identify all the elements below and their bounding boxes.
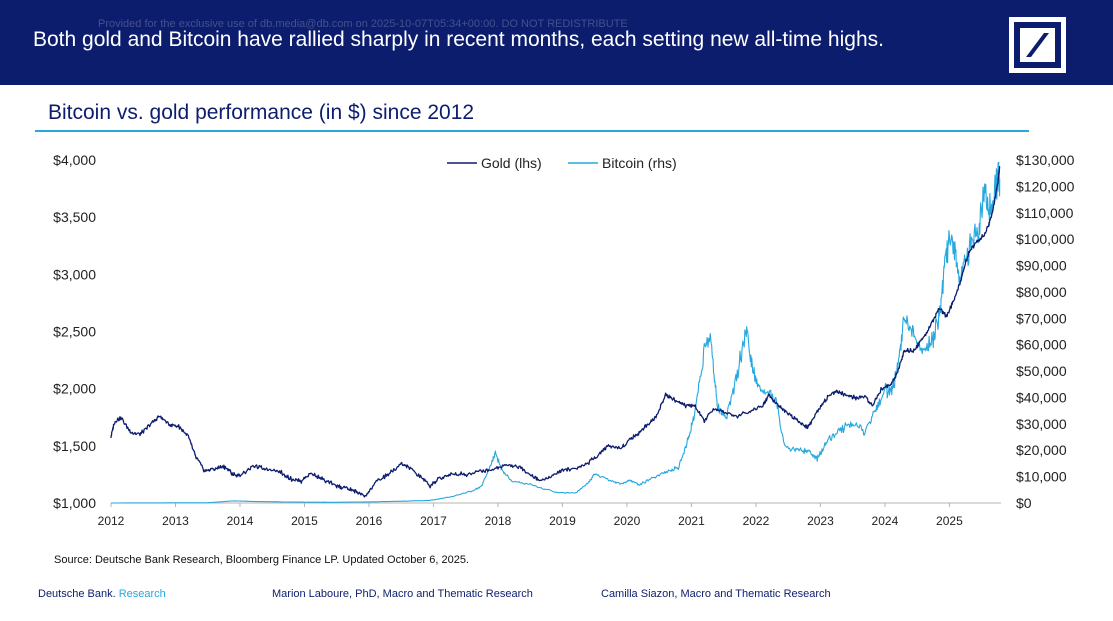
- right-tick-label: $90,000: [1016, 258, 1067, 274]
- x-tick-label: 2019: [549, 514, 576, 528]
- chart-title: Bitcoin vs. gold performance (in $) sinc…: [48, 101, 475, 124]
- right-tick-label: $130,000: [1016, 152, 1075, 168]
- x-tick-label: 2014: [227, 514, 254, 528]
- x-tick-label: 2020: [614, 514, 641, 528]
- legend-bitcoin-label: Bitcoin (rhs): [602, 155, 677, 171]
- x-tick-label: 2013: [162, 514, 189, 528]
- footer-brand: Deutsche Bank. Research: [38, 588, 166, 600]
- headline: Both gold and Bitcoin have rallied sharp…: [33, 28, 884, 51]
- right-tick-label: $60,000: [1016, 337, 1067, 353]
- footer-brand-name: Deutsche Bank.: [38, 588, 116, 600]
- header-banner: Provided for the exclusive use of db.med…: [0, 0, 1113, 85]
- left-tick-label: $4,000: [53, 152, 96, 168]
- x-tick-label: 2023: [807, 514, 834, 528]
- left-tick-label: $3,500: [53, 209, 96, 225]
- legend: Gold (lhs) Bitcoin (rhs): [447, 155, 677, 171]
- footer-brand-sub: Research: [118, 588, 166, 600]
- x-tick-label: 2015: [291, 514, 318, 528]
- right-tick-label: $70,000: [1016, 310, 1067, 326]
- source-note: Source: Deutsche Bank Research, Bloomber…: [54, 554, 469, 566]
- x-tick-label: 2021: [678, 514, 705, 528]
- right-tick-label: $30,000: [1016, 416, 1067, 432]
- left-tick-label: $1,500: [53, 438, 96, 454]
- x-tick-label: 2018: [485, 514, 512, 528]
- x-tick-label: 2012: [98, 514, 125, 528]
- x-tick-label: 2017: [420, 514, 447, 528]
- left-tick-label: $2,000: [53, 381, 96, 397]
- right-tick-label: $110,000: [1016, 205, 1074, 221]
- x-tick-label: 2024: [872, 514, 899, 528]
- deutsche-bank-logo: [1009, 17, 1066, 73]
- right-tick-label: $50,000: [1016, 363, 1067, 379]
- left-tick-label: $1,000: [53, 495, 96, 511]
- x-tick-label: 2022: [743, 514, 770, 528]
- x-tick-label: 2025: [936, 514, 963, 528]
- x-tick-label: 2016: [356, 514, 383, 528]
- legend-gold-label: Gold (lhs): [481, 155, 542, 171]
- right-tick-label: $0: [1016, 495, 1032, 511]
- footer-author-2: Camilla Siazon, Macro and Thematic Resea…: [601, 588, 831, 600]
- right-axis-ticks: $0 $10,000 $20,000 $30,000 $40,000 $50,000 $60…: [1016, 152, 1075, 511]
- right-tick-label: $20,000: [1016, 442, 1067, 458]
- right-tick-label: $120,000: [1016, 178, 1075, 194]
- watermark-text: Provided for the exclusive use of db.med…: [98, 18, 628, 30]
- bitcoin-series-line: [111, 161, 1001, 504]
- title-divider: [35, 130, 1029, 132]
- right-tick-label: $100,000: [1016, 231, 1075, 247]
- gold-series-line: [110, 166, 1001, 498]
- left-tick-label: $3,000: [53, 266, 96, 282]
- left-tick-label: $2,500: [53, 324, 96, 340]
- bitcoin-gold-chart: $1,000 $1,500 $2,000 $2,500 $3,000 $3,500 $4,0…: [53, 152, 1075, 528]
- left-axis-ticks: $1,000 $1,500 $2,000 $2,500 $3,000 $3,500 $4,0…: [53, 152, 96, 511]
- right-tick-label: $40,000: [1016, 389, 1067, 405]
- right-tick-label: $80,000: [1016, 284, 1067, 300]
- footer-author-1: Marion Laboure, PhD, Macro and Thematic …: [272, 588, 533, 600]
- right-tick-label: $10,000: [1016, 469, 1067, 485]
- x-axis-ticks: 2012 2013 2014 2015 2016 2017 2018 2019 2020 2021…: [98, 503, 963, 528]
